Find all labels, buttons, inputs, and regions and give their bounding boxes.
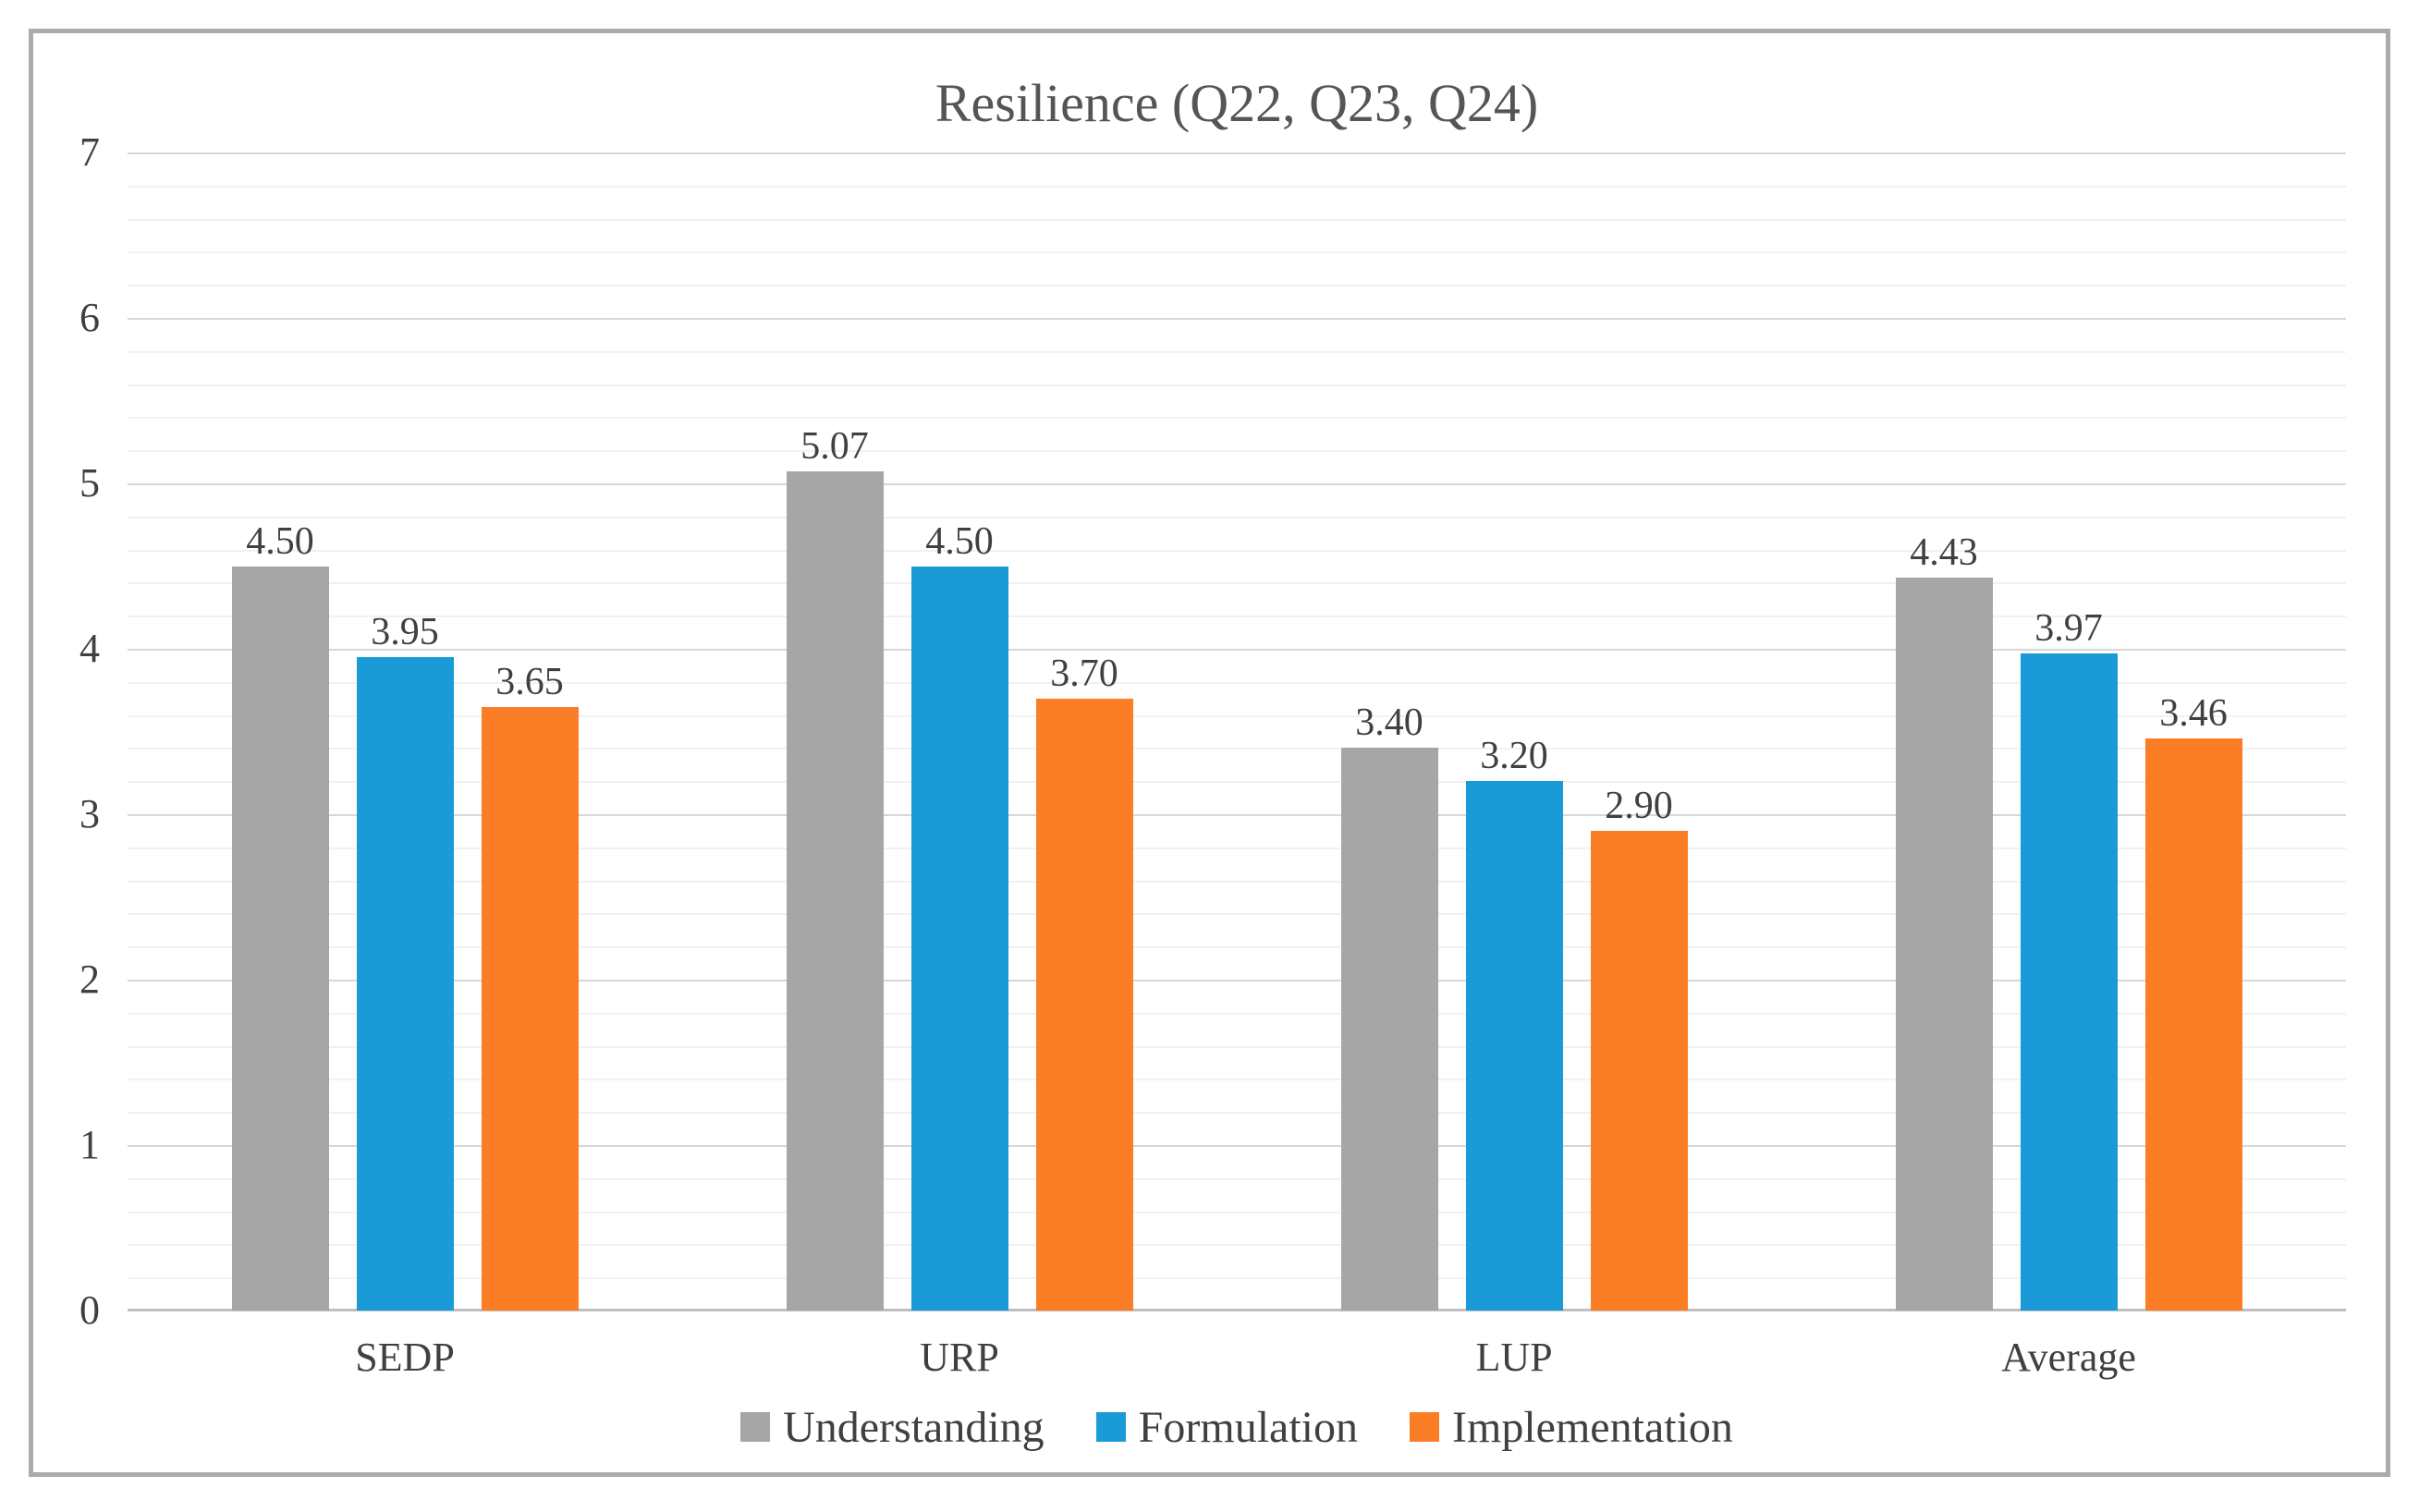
gridline-minor xyxy=(128,384,2346,386)
bar-implementation-urp xyxy=(1035,698,1133,1311)
legend-item-formulation: Formulation xyxy=(1095,1402,1358,1453)
chart-legend: Understanding Formulation Implementation xyxy=(128,1397,2346,1457)
gridline-minor xyxy=(128,1045,2346,1048)
bar-understanding-lup xyxy=(1340,748,1438,1311)
legend-swatch-icon xyxy=(740,1412,771,1442)
legend-item-understanding: Understanding xyxy=(740,1402,1045,1453)
gridline-minor xyxy=(128,549,2346,552)
legend-swatch-icon xyxy=(1410,1412,1439,1442)
bar-value-label: 5.07 xyxy=(800,425,869,469)
bar-value-label: 3.20 xyxy=(1480,735,1548,778)
gridline-minor xyxy=(128,946,2346,949)
gridline-minor xyxy=(128,1277,2346,1280)
chart-frame: Resilience (Q22, Q23, Q24) 4.50 5.07 3.40 4… xyxy=(29,29,2390,1477)
gridline-minor xyxy=(128,185,2346,188)
gridline-minor xyxy=(128,1012,2346,1015)
legend-label: Formulation xyxy=(1138,1402,1358,1452)
gridline-major xyxy=(128,152,2346,154)
gridline-major xyxy=(128,980,2346,982)
gridline-major xyxy=(128,814,2346,816)
bar-implementation-lup xyxy=(1590,830,1688,1311)
bar-value-label: 4.50 xyxy=(246,519,314,563)
chart-title: Resilience (Q22, Q23, Q24) xyxy=(935,73,1539,133)
y-tick-label: 1 xyxy=(79,1122,100,1167)
bar-value-label: 4.43 xyxy=(1910,531,1978,575)
gridline-minor xyxy=(128,714,2346,717)
y-tick-label: 0 xyxy=(79,1287,100,1333)
gridline-minor xyxy=(128,880,2346,883)
x-axis-line xyxy=(128,1309,2346,1311)
gridline-minor xyxy=(128,847,2346,849)
y-tick-label: 7 xyxy=(79,129,100,175)
gridline-minor xyxy=(128,913,2346,916)
bar-value-label: 3.40 xyxy=(1355,701,1423,745)
gridline-minor xyxy=(128,582,2346,585)
gridline-minor xyxy=(128,450,2346,453)
bar-understanding-average xyxy=(1895,578,1993,1311)
bar-value-label: 3.70 xyxy=(1050,652,1118,695)
bar-understanding-urp xyxy=(786,471,884,1311)
bar-formulation-lup xyxy=(1465,781,1563,1311)
gridline-minor xyxy=(128,1177,2346,1180)
bar-value-label: 3.65 xyxy=(495,660,564,703)
gridline-minor xyxy=(128,1211,2346,1213)
gridline-minor xyxy=(128,681,2346,684)
gridline-major xyxy=(128,318,2346,320)
bar-value-label: 3.97 xyxy=(2034,607,2103,651)
gridline-minor xyxy=(128,781,2346,784)
bar-formulation-average xyxy=(2020,653,2118,1311)
gridline-minor xyxy=(128,1244,2346,1247)
gridline-minor xyxy=(128,1112,2346,1115)
gridline-minor xyxy=(128,616,2346,618)
gridline-minor xyxy=(128,417,2346,420)
category-label-urp: URP xyxy=(920,1335,999,1380)
gridline-minor xyxy=(128,1079,2346,1081)
gridline-major xyxy=(128,649,2346,651)
gridline-minor xyxy=(128,251,2346,254)
bar-formulation-urp xyxy=(910,566,1008,1311)
y-tick-label: 5 xyxy=(79,460,100,506)
gridline-minor xyxy=(128,748,2346,750)
legend-item-implementation: Implementation xyxy=(1410,1402,1733,1453)
gridline-minor xyxy=(128,350,2346,353)
bar-value-label: 2.90 xyxy=(1605,784,1673,827)
bar-formulation-sedp xyxy=(356,656,454,1311)
gridline-minor xyxy=(128,516,2346,518)
bar-value-label: 4.50 xyxy=(925,519,994,563)
category-label-average: Average xyxy=(2001,1335,2136,1380)
y-tick-label: 2 xyxy=(79,957,100,1002)
bar-implementation-sedp xyxy=(481,706,579,1311)
gridline-minor xyxy=(128,218,2346,221)
gridline-major xyxy=(128,483,2346,485)
bar-implementation-average xyxy=(2144,738,2242,1311)
bar-value-label: 3.46 xyxy=(2159,691,2228,735)
bar-understanding-sedp xyxy=(231,566,329,1311)
y-tick-label: 6 xyxy=(79,295,100,340)
category-label-lup: LUP xyxy=(1475,1335,1553,1380)
bar-value-label: 3.95 xyxy=(371,610,439,653)
legend-swatch-icon xyxy=(1095,1412,1126,1442)
plot-area: 4.50 5.07 3.40 4.43 3.95 4.50 3.20 3.97 3.65 3.70… xyxy=(128,152,2346,1311)
gridline-major xyxy=(128,1145,2346,1147)
legend-label: Implementation xyxy=(1452,1402,1733,1452)
gridline-minor xyxy=(128,285,2346,287)
legend-label: Understanding xyxy=(783,1402,1045,1452)
y-tick-label: 4 xyxy=(79,626,100,671)
category-label-sedp: SEDP xyxy=(355,1335,455,1380)
y-tick-label: 3 xyxy=(79,791,100,836)
